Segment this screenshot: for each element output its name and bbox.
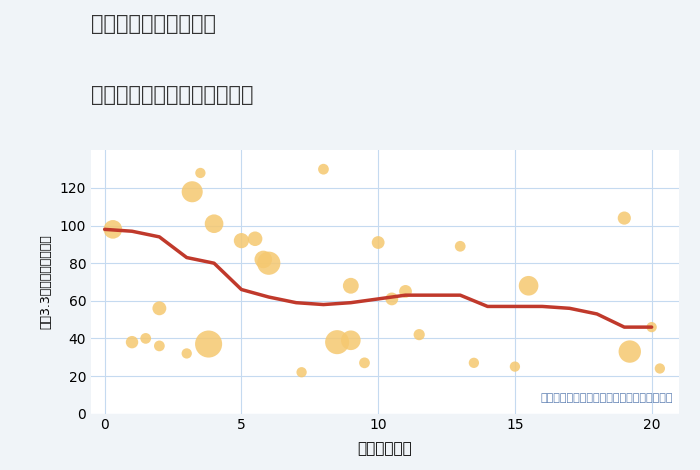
- Point: [619, 214, 630, 222]
- Point: [187, 188, 198, 196]
- Point: [195, 169, 206, 177]
- Point: [296, 368, 307, 376]
- Point: [654, 365, 666, 372]
- Point: [510, 363, 521, 370]
- Point: [236, 237, 247, 244]
- Point: [372, 239, 384, 246]
- Text: 岐阜県関市洞戸市場の: 岐阜県関市洞戸市場の: [91, 14, 216, 34]
- Point: [646, 323, 657, 331]
- Point: [127, 338, 138, 346]
- Point: [332, 338, 343, 346]
- Point: [523, 282, 534, 290]
- Point: [386, 295, 398, 303]
- Point: [345, 337, 356, 344]
- Point: [203, 340, 214, 348]
- Point: [414, 331, 425, 338]
- Point: [181, 350, 193, 357]
- Point: [258, 256, 269, 263]
- Point: [249, 235, 260, 243]
- Point: [468, 359, 480, 367]
- Point: [263, 259, 274, 267]
- X-axis label: 駅距離（分）: 駅距離（分）: [358, 441, 412, 456]
- Point: [400, 288, 411, 295]
- Point: [624, 348, 636, 355]
- Point: [454, 243, 466, 250]
- Point: [345, 282, 356, 290]
- Text: 駅距離別中古マンション価格: 駅距離別中古マンション価格: [91, 85, 253, 105]
- Point: [209, 220, 220, 227]
- Point: [154, 342, 165, 350]
- Point: [318, 165, 329, 173]
- Point: [359, 359, 370, 367]
- Point: [154, 305, 165, 312]
- Point: [140, 335, 151, 342]
- Point: [107, 226, 118, 233]
- Y-axis label: 坪（3.3㎡）単価（万円）: 坪（3.3㎡）単価（万円）: [40, 235, 52, 329]
- Text: 円の大きさは、取引のあった物件面積を示す: 円の大きさは、取引のあった物件面積を示す: [540, 393, 673, 403]
